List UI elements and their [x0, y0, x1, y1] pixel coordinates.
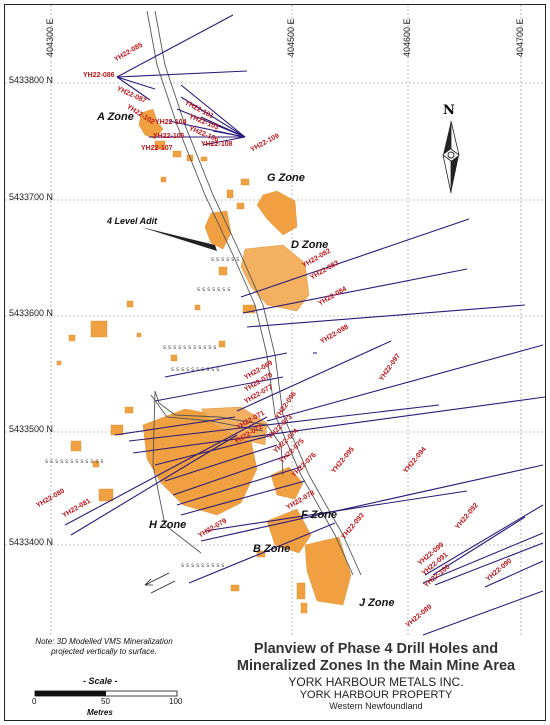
road-network	[146, 10, 362, 576]
drill-hole-label: YH22-105	[153, 133, 185, 140]
mineralization-f-zone	[270, 466, 304, 500]
scale-title: - Scale -	[83, 676, 118, 686]
zone-label-d: D Zone	[291, 239, 329, 251]
region-name: Western Newfoundland	[329, 701, 423, 711]
northing-label: 5433700 N	[9, 192, 54, 202]
zone-label-j: J Zone	[359, 597, 395, 609]
note-text: Note: 3D Modelled VMS Mineralization pro…	[35, 637, 173, 656]
drill-hole-label: YH22-086	[83, 72, 115, 79]
scale-tick: 100	[169, 697, 183, 706]
zone-label-f: F Zone	[301, 509, 338, 521]
pipeline-markers: s s s s s s s s s s s s s s s s s s s s …	[45, 256, 239, 569]
scale-tick: 50	[101, 697, 110, 706]
northing-label: 5433800 N	[9, 75, 54, 85]
scale-unit: Metres	[87, 708, 113, 717]
zone-label-b: B Zone	[253, 543, 291, 555]
mineralization-j-zone	[304, 536, 352, 606]
svg-text:s s s s s s s s s s s: s s s s s s s s s s s	[163, 344, 216, 351]
flow-arrows	[144, 572, 176, 594]
svg-text:s s s s s s s s s: s s s s s s s s s	[181, 562, 224, 569]
svg-text:s s s s s s s: s s s s s s s	[197, 286, 230, 293]
map-frame: s s s s s s s s s s s s s s s s s s s s …	[4, 4, 546, 721]
easting-label: 404600 E	[402, 18, 412, 57]
easting-label: 404500 E	[286, 18, 296, 57]
svg-text:s s s s s s s s s s: s s s s s s s s s s	[171, 366, 219, 373]
map-title-line1: Planview of Phase 4 Drill Holes and	[253, 641, 499, 657]
map-title-line2: Mineralized Zones In the Main Mine Area	[236, 658, 516, 674]
company-name: YORK HARBOUR METALS INC.	[288, 675, 464, 689]
easting-label: 404300 E	[45, 18, 55, 57]
drill-hole-label: YH22-104	[155, 119, 187, 126]
zone-label-h: H Zone	[149, 519, 187, 531]
drill-hole-label: YH22-108	[201, 141, 233, 148]
drill-hole-label: YH22-107	[141, 145, 173, 152]
adit-label: 4 Level Adit	[107, 216, 158, 226]
north-arrow-icon	[442, 120, 460, 194]
northing-label: 5433500 N	[9, 424, 54, 434]
northing-label: 5433400 N	[9, 537, 54, 547]
property-name: YORK HARBOUR PROPERTY	[299, 689, 453, 701]
svg-text:s s s s s s: s s s s s s	[211, 256, 239, 263]
mineralization-a-zone	[138, 108, 164, 140]
drill-hole-traces	[64, 14, 545, 636]
zone-label-g: G Zone	[267, 172, 305, 184]
map-canvas: s s s s s s s s s s s s s s s s s s s s …	[5, 5, 545, 636]
north-letter: N	[443, 103, 455, 118]
scale-tick: 0	[32, 697, 37, 706]
scale-bar	[34, 690, 178, 697]
mineralization-g-zone	[256, 190, 298, 236]
zone-label-a: A Zone	[97, 111, 134, 123]
title-block: Planview of Phase 4 Drill Holes and Mine…	[211, 641, 541, 712]
adit-wedge	[141, 227, 217, 251]
svg-text:s s s s s s s s s s s s: s s s s s s s s s s s s	[45, 458, 104, 465]
northing-label: 5433600 N	[9, 308, 54, 318]
easting-label: 404700 E	[515, 18, 525, 57]
